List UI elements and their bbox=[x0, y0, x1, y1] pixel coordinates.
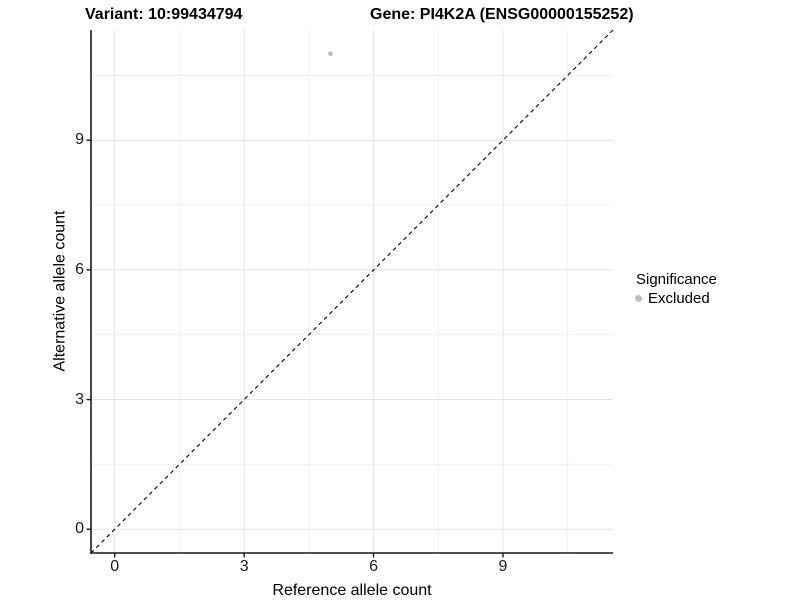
x-tick-label: 6 bbox=[369, 558, 379, 575]
legend-item-excluded: Excluded bbox=[630, 289, 717, 308]
legend-point-swatch bbox=[635, 295, 642, 302]
data-points bbox=[328, 51, 333, 57]
legend: Significance Excluded bbox=[630, 270, 717, 308]
legend-title: Significance bbox=[636, 271, 717, 288]
grid-minor-lines bbox=[91, 30, 613, 553]
x-tick-label: 0 bbox=[110, 558, 120, 575]
y-tick-label: 0 bbox=[75, 520, 84, 538]
x-tick-label: 3 bbox=[239, 558, 249, 575]
identity-reference-line bbox=[90, 29, 614, 554]
grid-major-lines bbox=[91, 30, 613, 553]
data-point-excluded bbox=[328, 51, 333, 57]
y-axis-title: Alternative allele count bbox=[51, 210, 69, 372]
gene-title: Gene: PI4K2A (ENSG00000155252) bbox=[370, 6, 634, 23]
x-axis-title: Reference allele count bbox=[272, 582, 432, 599]
y-tick-label: 6 bbox=[75, 260, 84, 278]
y-tick-label: 3 bbox=[75, 390, 84, 408]
variant-title: Variant: 10:99434794 bbox=[85, 6, 243, 23]
axis-tick-marks bbox=[86, 139, 504, 558]
axis-lines bbox=[90, 30, 613, 554]
y-tick-label: 9 bbox=[75, 131, 84, 149]
x-tick-label: 9 bbox=[498, 558, 508, 575]
legend-item-label: Excluded bbox=[648, 290, 710, 307]
